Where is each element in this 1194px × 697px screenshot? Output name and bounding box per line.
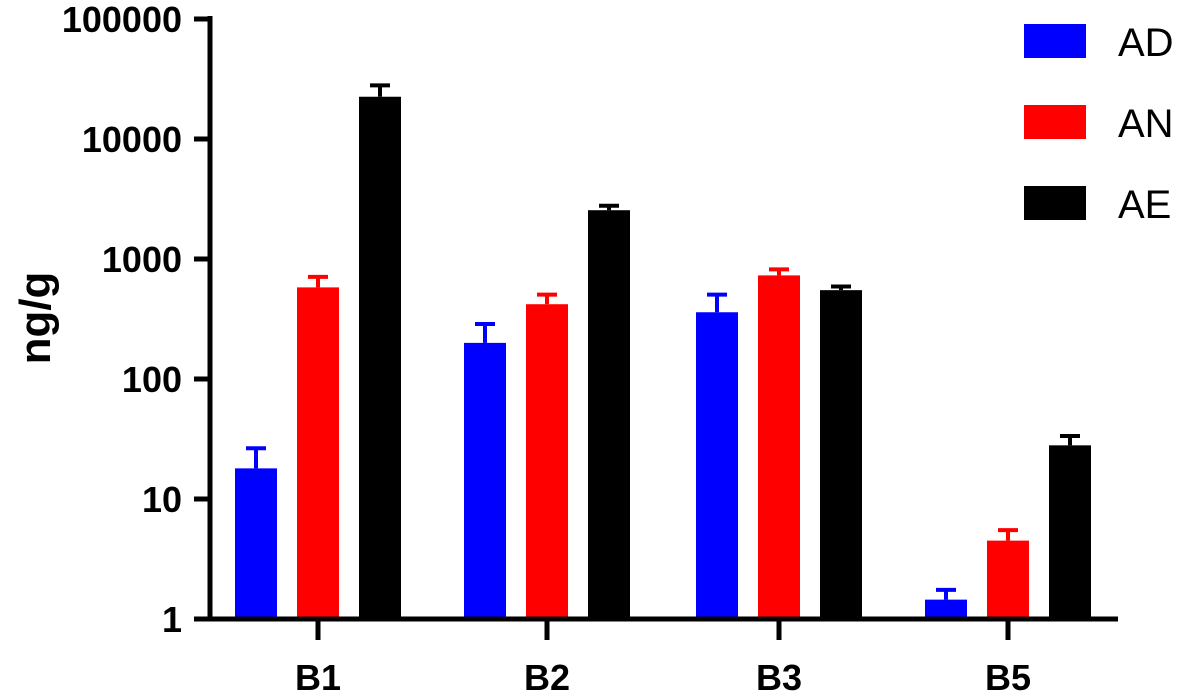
bar-an-b3 (758, 275, 800, 619)
bar-an-b5 (987, 540, 1029, 619)
bar-ad-b5 (925, 599, 967, 619)
legend-label: AE (1118, 183, 1171, 227)
bar-ae-b1 (359, 96, 401, 619)
x-tick-label: B5 (985, 657, 1031, 697)
bar-ad-b2 (464, 342, 506, 619)
y-tick-label: 1000 (102, 239, 182, 280)
y-axis-ticks: 1 10 100 1000 10000 100000 (62, 0, 210, 640)
y-tick-label: 100000 (62, 0, 182, 40)
axes (207, 16, 1118, 622)
bar-ad-b3 (696, 312, 738, 619)
y-tick-label: 10000 (82, 119, 182, 160)
bar-ae-b3 (820, 290, 862, 619)
legend-label: AD (1118, 21, 1174, 65)
legend-swatch-ad (1024, 24, 1086, 58)
bar-ad-b1 (235, 468, 277, 619)
y-axis-title: ng/g (11, 272, 60, 365)
x-tick-label: B2 (524, 657, 570, 697)
x-axis-ticks: B1 B2 B3 B5 (295, 619, 1031, 697)
legend-swatch-ae (1024, 186, 1086, 220)
legend: AD AN AE (1024, 21, 1174, 227)
x-tick-label: B1 (295, 657, 341, 697)
y-tick-label: 1 (162, 599, 182, 640)
x-tick-label: B3 (756, 657, 802, 697)
bar-an-b1 (297, 287, 339, 619)
bar-ae-b2 (588, 210, 630, 619)
legend-swatch-an (1024, 105, 1086, 139)
bar-ae-b5 (1049, 445, 1091, 619)
bars (235, 83, 1091, 619)
bar-an-b2 (526, 304, 568, 619)
legend-label: AN (1118, 102, 1174, 146)
y-tick-label: 100 (122, 359, 182, 400)
y-tick-label: 10 (142, 479, 182, 520)
